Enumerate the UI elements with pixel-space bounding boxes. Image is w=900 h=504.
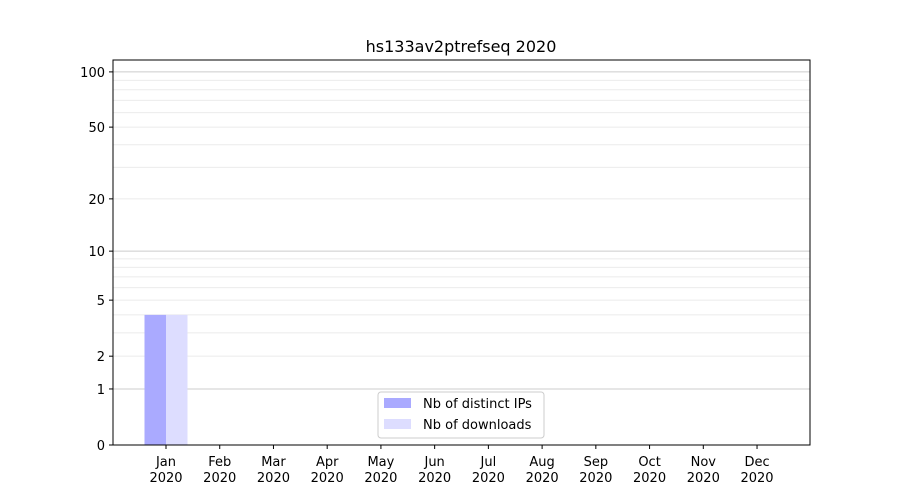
y-tick-label: 5 bbox=[97, 294, 105, 309]
x-tick-label: May 2020 bbox=[364, 455, 397, 486]
y-tick-label: 2 bbox=[97, 350, 105, 365]
y-tick-label: 20 bbox=[88, 193, 105, 208]
x-tick-label: Oct 2020 bbox=[633, 455, 666, 486]
chart-title: hs133av2ptrefseq 2020 bbox=[366, 37, 557, 56]
legend-box bbox=[377, 391, 545, 439]
legend-label: Nb of downloads bbox=[423, 418, 532, 433]
x-tick-label: Nov 2020 bbox=[687, 455, 720, 486]
x-tick-label: Jan 2020 bbox=[149, 455, 182, 486]
x-tick-label: Mar 2020 bbox=[257, 455, 290, 486]
y-tick-label: 100 bbox=[80, 66, 105, 81]
bar-downloads bbox=[166, 314, 188, 445]
x-tick-label: Jun 2020 bbox=[418, 455, 451, 486]
x-tick-label: Dec 2020 bbox=[740, 455, 773, 486]
y-tick-label: 50 bbox=[88, 121, 105, 136]
y-tick-label: 0 bbox=[97, 439, 105, 454]
y-tick-label: 1 bbox=[97, 383, 105, 398]
x-tick-label: Feb 2020 bbox=[203, 455, 236, 486]
x-tick-label: Aug 2020 bbox=[526, 455, 559, 486]
y-tick-label: 10 bbox=[88, 245, 105, 260]
legend-label: Nb of distinct IPs bbox=[423, 397, 532, 412]
x-tick-label: Sep 2020 bbox=[579, 455, 612, 486]
plot-frame bbox=[112, 59, 811, 446]
legend: Nb of distinct IPs Nb of downloads bbox=[377, 391, 545, 439]
x-tick-label: Apr 2020 bbox=[311, 455, 344, 486]
bar-distinct-ips bbox=[144, 314, 166, 445]
legend-swatch bbox=[384, 398, 411, 408]
x-tick-label: Jul 2020 bbox=[472, 455, 505, 486]
legend-swatch bbox=[384, 419, 411, 429]
